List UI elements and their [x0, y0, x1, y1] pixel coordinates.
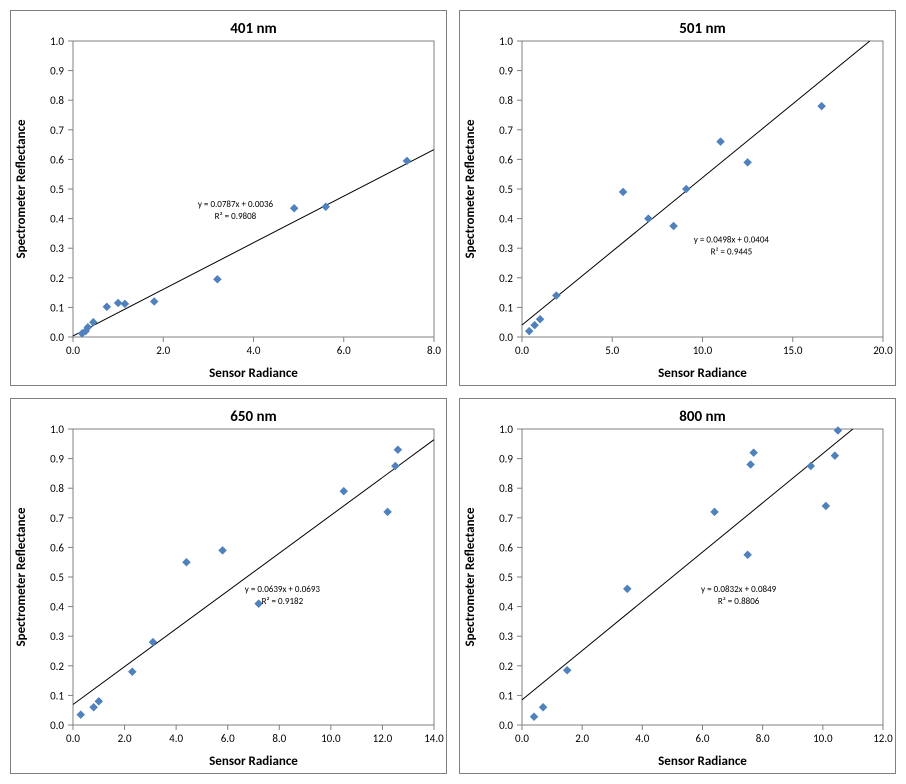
y-tick-label: 0.1 — [50, 689, 64, 702]
x-axis-label: Sensor Radiance — [658, 366, 747, 381]
r-squared-text: R² = 0.9808 — [215, 211, 257, 222]
y-axis-label: Spectrometer Reflectance — [14, 119, 29, 259]
x-tick-label: 10.0 — [813, 732, 833, 745]
x-tick-label: 8.0 — [272, 732, 286, 745]
y-tick-label: 0.4 — [499, 601, 513, 614]
y-tick-label: 0.7 — [499, 512, 513, 525]
x-tick-label: 0.0 — [66, 344, 80, 357]
y-tick-label: 0.6 — [499, 153, 513, 166]
chart-title: 401 nm — [230, 20, 276, 38]
equation-text: y = 0.0639x + 0.0693 — [245, 584, 321, 595]
y-tick-label: 0.5 — [499, 183, 513, 196]
chart-panel: 0.0 2.0 4.0 6.0 8.0 0.0 0.1 0.2 0.3 0.4 0.5 0.6 0.7 0… — [10, 10, 447, 386]
chart-panel: 0.0 2.0 4.0 6.0 8.0 10.0 12.0 14.0 0.0 0.1 0.2 0.3 0… — [10, 398, 447, 774]
y-tick-label: 0.3 — [50, 242, 64, 255]
y-tick-label: 0.1 — [499, 301, 513, 314]
y-tick-label: 0.0 — [499, 719, 513, 732]
y-tick-label: 0.5 — [499, 571, 513, 584]
x-tick-label: 0.0 — [515, 344, 529, 357]
y-tick-label: 0.2 — [50, 660, 64, 673]
y-tick-label: 0.8 — [50, 94, 64, 107]
x-tick-label: 12.0 — [873, 732, 893, 745]
y-tick-label: 0.8 — [50, 482, 64, 495]
chart-grid: 0.02.04.06.08.00.00.10.20.30.40.50.60.70… — [0, 0, 906, 784]
equation-text: y = 0.0498x + 0.0404 — [694, 234, 770, 245]
y-tick-label: 0.8 — [499, 482, 513, 495]
equation-text: y = 0.0832x + 0.0849 — [701, 584, 777, 595]
y-tick-label: 0.2 — [50, 272, 64, 285]
x-axis-label: Sensor Radiance — [209, 754, 298, 769]
y-tick-label: 1.0 — [499, 423, 513, 436]
y-tick-label: 0.6 — [50, 541, 64, 554]
y-tick-label: 0.5 — [50, 571, 64, 584]
chart-title: 501 nm — [679, 20, 725, 38]
y-tick-label: 1.0 — [499, 35, 513, 48]
y-tick-label: 0.5 — [50, 183, 64, 196]
x-axis-label: Sensor Radiance — [658, 754, 747, 769]
y-axis-label: Spectrometer Reflectance — [14, 507, 29, 647]
y-tick-label: 0.1 — [50, 301, 64, 314]
r-squared-text: R² = 0.9182 — [262, 596, 304, 607]
y-tick-label: 0.9 — [499, 453, 513, 466]
x-tick-label: 10.0 — [321, 732, 341, 745]
x-tick-label: 10.0 — [693, 344, 713, 357]
y-tick-label: 0.9 — [50, 65, 64, 78]
y-tick-label: 0.0 — [499, 331, 513, 344]
x-tick-label: 8.0 — [756, 732, 770, 745]
y-axis-label: Spectrometer Reflectance — [463, 119, 478, 259]
y-tick-label: 1.0 — [50, 423, 64, 436]
x-tick-label: 15.0 — [783, 344, 803, 357]
x-tick-label: 20.0 — [873, 344, 893, 357]
y-tick-label: 0.1 — [499, 689, 513, 702]
x-tick-label: 2.0 — [118, 732, 132, 745]
y-tick-label: 0.2 — [499, 660, 513, 673]
y-tick-label: 0.0 — [50, 331, 64, 344]
y-tick-label: 0.0 — [50, 719, 64, 732]
y-tick-label: 0.8 — [499, 94, 513, 107]
equation-text: y = 0.0787x + 0.0036 — [198, 199, 274, 210]
y-tick-label: 0.7 — [50, 512, 64, 525]
x-axis-label: Sensor Radiance — [209, 366, 298, 381]
y-tick-label: 0.6 — [50, 153, 64, 166]
r-squared-text: R² = 0.8806 — [718, 596, 760, 607]
y-tick-label: 0.7 — [499, 124, 513, 137]
y-tick-label: 0.7 — [50, 124, 64, 137]
y-axis-label: Spectrometer Reflectance — [463, 507, 478, 647]
y-tick-label: 0.3 — [499, 630, 513, 643]
x-tick-label: 5.0 — [605, 344, 619, 357]
y-tick-label: 0.3 — [499, 242, 513, 255]
x-tick-label: 6.0 — [221, 732, 235, 745]
x-tick-label: 4.0 — [247, 344, 261, 357]
y-tick-label: 0.2 — [499, 272, 513, 285]
x-tick-label: 2.0 — [156, 344, 170, 357]
x-tick-label: 2.0 — [575, 732, 589, 745]
y-tick-label: 0.3 — [50, 630, 64, 643]
y-tick-label: 0.6 — [499, 541, 513, 554]
y-tick-label: 0.4 — [499, 213, 513, 226]
x-tick-label: 12.0 — [373, 732, 393, 745]
chart-panel: 0.0 2.0 4.0 6.0 8.0 10.0 12.0 0.0 0.1 0.2 0.3 0.4 0.… — [459, 398, 896, 774]
x-tick-label: 0.0 — [66, 732, 80, 745]
x-tick-label: 14.0 — [424, 732, 444, 745]
y-tick-label: 0.9 — [50, 453, 64, 466]
x-tick-label: 4.0 — [169, 732, 183, 745]
y-tick-label: 1.0 — [50, 35, 64, 48]
chart-panel: 0.0 5.0 10.0 15.0 20.0 0.0 0.1 0.2 0.3 0.4 0.5 0.6 0… — [459, 10, 896, 386]
y-tick-label: 0.4 — [50, 601, 64, 614]
x-tick-label: 6.0 — [696, 732, 710, 745]
x-tick-label: 4.0 — [635, 732, 649, 745]
y-tick-label: 0.4 — [50, 213, 64, 226]
chart-title: 650 nm — [230, 408, 276, 426]
chart-title: 800 nm — [679, 408, 725, 426]
y-tick-label: 0.9 — [499, 65, 513, 78]
x-tick-label: 6.0 — [337, 344, 351, 357]
r-squared-text: R² = 0.9445 — [711, 246, 753, 257]
x-tick-label: 0.0 — [515, 732, 529, 745]
x-tick-label: 8.0 — [427, 344, 441, 357]
